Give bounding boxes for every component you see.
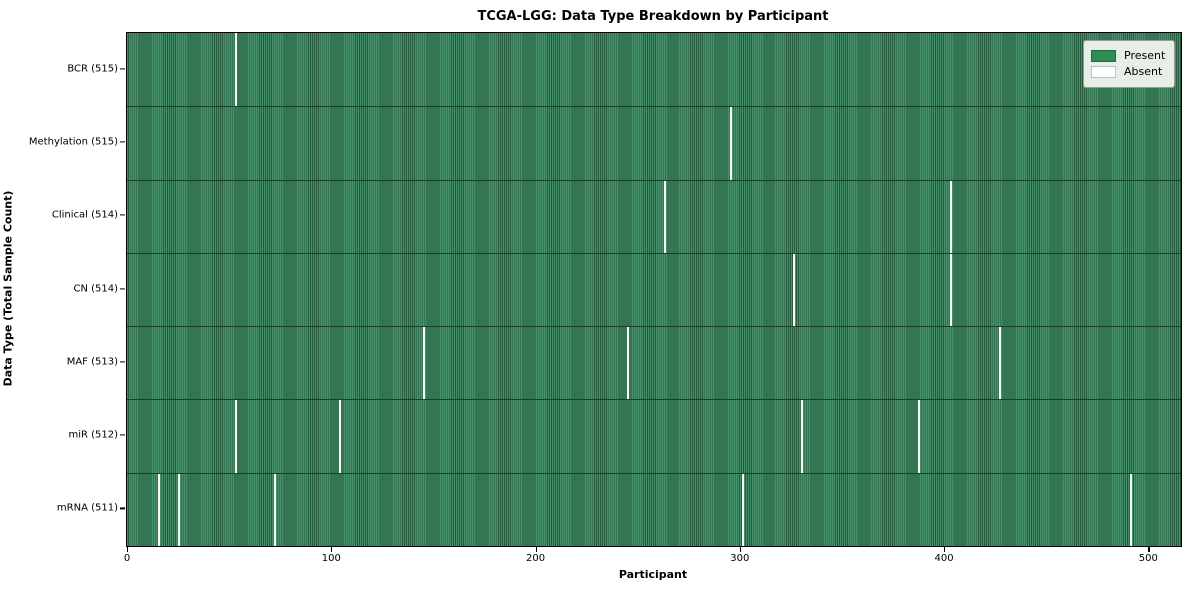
legend-item-present: Present [1091,49,1166,63]
absent-mark [950,253,953,327]
ytick-mark [120,141,125,143]
absent-mark [664,180,667,253]
ytick-mark [120,287,125,290]
xtick-label: 500 [1138,553,1158,564]
ytick-label: Methylation (515) [28,136,118,148]
xtick-label: 300 [730,553,750,564]
plot-area[interactable] [126,32,1182,547]
absent-mark [423,327,426,400]
absent-mark [999,327,1002,400]
heatmap-row-maf [127,326,1181,400]
xtick-mark [1148,546,1150,552]
legend-label-absent: Absent [1124,65,1163,78]
absent-mark [801,400,804,473]
ytick-mark [120,68,125,70]
ytick-mark [120,361,125,363]
ytick-label: Clinical (514) [51,209,118,221]
legend-label-present: Present [1124,49,1166,62]
ytick-label: BCR (515) [67,63,118,75]
xtick-mark [535,546,537,552]
heatmap-row-cn [127,252,1181,327]
ytick-label: MAF (513) [66,356,118,368]
absent-mark [1129,473,1132,546]
xtick-mark [739,546,741,552]
heatmap-row-bcr [127,33,1181,107]
present-swatch-icon [1091,50,1116,62]
absent-mark [178,473,181,546]
absent-mark [950,180,953,253]
absent-swatch-icon [1091,66,1116,78]
heatmap-row-mir [127,399,1181,473]
x-axis-label: Participant [618,568,688,581]
absent-mark [235,400,238,473]
heatmap-row-clinical [127,179,1181,253]
chart-title: TCGA-LGG: Data Type Breakdown by Partici… [477,9,829,24]
ytick-label: CN (514) [73,283,118,294]
heatmap-row-methylation [127,106,1181,180]
xtick-label: 200 [526,553,546,564]
xtick-label: 100 [321,553,341,564]
absent-mark [274,473,277,546]
absent-mark [917,400,920,473]
xtick-mark [331,546,333,552]
absent-mark [235,33,238,107]
legend-item-absent: Absent [1091,65,1166,79]
absent-mark [339,400,342,473]
absent-mark [741,473,744,546]
legend: Present Absent [1083,40,1175,88]
xtick-mark [127,546,129,552]
ytick-mark [120,507,125,509]
absent-mark [627,327,630,400]
ytick-mark [120,434,125,436]
ytick-label: miR (512) [68,429,118,441]
ytick-mark [120,214,125,216]
xtick-label: 400 [934,553,954,564]
ytick-label: mRNA (511) [56,502,118,514]
absent-mark [729,107,732,180]
heatmap-row-mrna [127,472,1181,546]
xtick-mark [944,546,946,552]
absent-mark [157,473,160,546]
absent-mark [792,253,795,327]
xtick-label: 0 [123,553,131,564]
